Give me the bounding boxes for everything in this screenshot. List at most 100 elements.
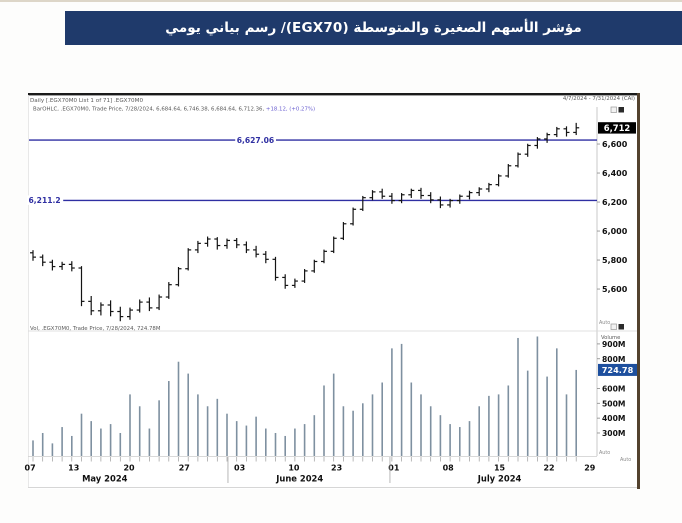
volume-bar (274, 432, 277, 456)
price-tick-label: 6,600 (602, 140, 628, 149)
volume-bar (323, 385, 325, 456)
volume-bar (294, 428, 296, 456)
volume-bar (342, 406, 345, 456)
x-day-label: 29 (584, 464, 596, 473)
volume-bar (284, 435, 286, 456)
volume-bar (32, 440, 34, 456)
volume-bar (100, 428, 102, 456)
volume-tick-label: 300M (602, 429, 625, 438)
volume-bar (71, 435, 73, 456)
price-tick-label: 6,200 (602, 198, 628, 207)
volume-bar (459, 427, 461, 456)
chart-legend-line: BarOHLC, .EGX70M0, Trade Price, 7/28/202… (33, 107, 315, 113)
volume-bar (332, 373, 335, 456)
last-volume-badge (598, 363, 637, 376)
volume-bar (187, 373, 189, 456)
volume-bar (51, 443, 54, 456)
x-day-label: 10 (288, 464, 300, 473)
volume-bar (546, 376, 548, 456)
volume-bar (206, 406, 209, 456)
volume-bar (255, 416, 257, 456)
x-axis-auto-button[interactable]: Auto (620, 457, 631, 463)
volume-bar (400, 343, 403, 456)
page-top-edge (0, 0, 682, 2)
volume-pane-maximize-icon[interactable] (618, 324, 625, 330)
volume-bar (235, 421, 238, 456)
x-day-label: 08 (443, 464, 455, 473)
volume-bar (497, 394, 500, 456)
volume-bar (381, 382, 383, 456)
price-pane-restore-icon[interactable] (610, 106, 617, 113)
chart-canvas: Daily [.EGX70M0 List 1 of 71] .EGX70M0 Ba… (25, 93, 640, 489)
volume-bar (507, 385, 510, 456)
chart-top-border (28, 93, 637, 96)
volume-bar (265, 428, 267, 456)
price-tick-label: 5,800 (602, 256, 628, 265)
volume-bar (362, 403, 364, 456)
volume-bar (245, 425, 248, 456)
volume-bar (575, 369, 577, 456)
x-day-label: 01 (388, 464, 400, 473)
volume-bar (526, 370, 529, 456)
chart-title-line: Daily [.EGX70M0 List 1 of 71] .EGX70M0 (30, 98, 143, 104)
x-day-label: 23 (331, 464, 342, 473)
volume-bar (517, 337, 519, 456)
price-tick-label: 6,000 (602, 227, 628, 236)
volume-bar (61, 427, 63, 456)
x-day-label: 07 (25, 464, 36, 473)
volume-bar (391, 348, 393, 456)
volume-bar (41, 432, 44, 456)
volume-bar (556, 348, 558, 456)
volume-axis-title: Volume (601, 335, 620, 341)
volume-tick-label: 500M (602, 399, 625, 408)
trend-hlines (29, 139, 597, 202)
chart-right-strip (637, 93, 640, 489)
volume-bar (90, 421, 92, 456)
volume-axis-auto-button[interactable]: Auto (599, 450, 610, 456)
volume-bar (313, 415, 316, 456)
volume-pane-restore-icon[interactable] (610, 323, 617, 330)
volume-bar (371, 394, 374, 456)
x-axis: 07 13 20 27 03 10 23 01 08 15 22 29 May 2024 June 202… (25, 456, 631, 484)
volume-bar (148, 428, 151, 456)
hline-label: 6,211.2 (29, 196, 61, 205)
last-price-badge (598, 122, 636, 134)
volume-bar (420, 394, 422, 456)
volume-bar (439, 415, 442, 456)
volume-bar (488, 395, 490, 456)
price-axis-auto-button[interactable]: Auto (599, 320, 610, 326)
volume-bar (410, 382, 413, 456)
price-pane-maximize-icon[interactable] (618, 107, 625, 113)
x-day-label: 20 (123, 464, 135, 473)
volume-bar (216, 398, 219, 456)
volume-bar (478, 406, 480, 456)
volume-bar (138, 406, 141, 456)
x-month-label: May 2024 (82, 474, 128, 484)
x-day-label: 22 (543, 464, 554, 473)
volume-bar (197, 394, 199, 456)
volume-bar (168, 381, 170, 456)
volume-bar (303, 424, 306, 456)
volume-bar (536, 336, 539, 456)
ohlc-bars (30, 122, 580, 322)
x-month-label: June 2024 (275, 474, 323, 484)
price-tick-label: 6,400 (602, 169, 628, 178)
volume-legend-line: Vol, .EGX70M0, Trade Price, 7/28/2024, 7… (30, 326, 161, 332)
volume-bar (226, 413, 228, 456)
last-volume-value: 724.78 (602, 365, 634, 375)
volume-bar (565, 394, 568, 456)
volume-bar (177, 361, 180, 456)
x-day-label: 15 (494, 464, 506, 473)
price-axis: 6,600 6,400 6,200 6,000 5,800 5,600 Auto (597, 140, 628, 326)
volume-bar (80, 413, 83, 456)
volume-tick-label: 900M (602, 340, 625, 349)
egx70-daily-chart: Daily [.EGX70M0 List 1 of 71] .EGX70M0 Ba… (25, 93, 640, 489)
volume-bars (32, 336, 577, 456)
x-day-label: 27 (179, 464, 190, 473)
volume-tick-label: 800M (602, 355, 625, 364)
x-month-label: July 2024 (477, 474, 522, 484)
price-tick-label: 5,600 (602, 285, 628, 294)
last-price-value: 6,712 (604, 123, 631, 133)
volume-bar (119, 432, 122, 456)
